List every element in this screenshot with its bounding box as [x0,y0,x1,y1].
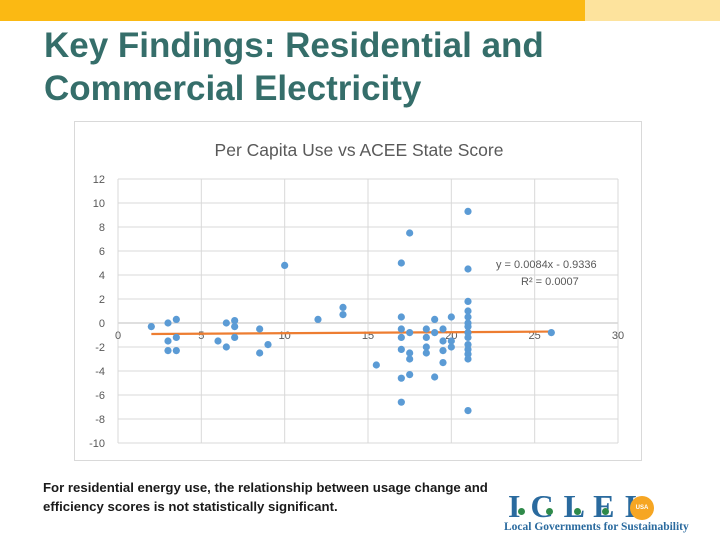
data-point [222,343,230,351]
iclei-logo: I C L E I USA Local Governments for Sust… [496,488,716,538]
data-point [422,333,430,341]
y-tick-label: -10 [89,438,105,450]
x-tick-label: 5 [198,330,204,342]
data-point [314,315,322,323]
data-point [422,343,430,351]
data-point [406,355,414,363]
data-point [447,343,455,351]
data-point [231,333,239,341]
y-tick-label: -4 [95,366,105,378]
data-point [397,259,405,267]
x-tick-label: 10 [279,330,291,342]
data-point [447,337,455,345]
data-point [439,337,447,345]
data-point [397,333,405,341]
slide-title: Key Findings: Residential and Commercial… [44,26,544,108]
data-point [372,361,380,369]
data-point [214,337,222,345]
data-point [222,319,230,327]
data-point [406,371,414,379]
data-point [547,329,555,337]
data-point [256,349,264,357]
data-point [147,323,155,331]
data-point [431,373,439,381]
logo-dot [546,508,553,515]
chart-svg: Per Capita Use vs ACEE State Score -10 -8… [89,140,624,450]
y-tick-label: 12 [93,174,105,186]
data-point [264,341,272,349]
data-point [464,323,472,331]
slide-caption: For residential energy use, the relation… [43,480,488,514]
data-point [406,229,414,237]
trendline-r-squared: R² = 0.0007 [521,276,579,288]
data-point [464,333,472,341]
logo-wordmark: I C L E I [508,488,638,524]
data-point [464,207,472,215]
data-point [464,297,472,305]
y-tick-label: 6 [99,246,105,258]
y-tick-label: 10 [93,198,105,210]
data-point [431,329,439,337]
data-point [172,315,180,323]
y-tick-label: -6 [95,390,105,402]
data-point [464,407,472,415]
trendline [151,330,552,336]
y-tick-label: 0 [99,318,105,330]
x-tick-label: 30 [612,330,624,342]
logo-tagline: Local Governments for Sustainability [504,521,689,533]
x-tick-label: 0 [115,330,121,342]
data-point [164,347,172,355]
data-point [464,307,472,315]
data-point [172,347,180,355]
data-point [231,317,239,325]
scatter-chart: Per Capita Use vs ACEE State Score -10 -8… [74,121,642,461]
logo-sun-badge: USA [630,496,654,520]
top-accent-bar-light [585,0,720,21]
data-point [406,349,414,357]
data-point [164,319,172,327]
data-point [397,398,405,406]
data-point [164,337,172,345]
y-tick-label: -8 [95,414,105,426]
data-point [281,261,289,269]
data-point [464,355,472,363]
data-point [339,303,347,311]
data-point [256,325,264,333]
data-point [439,347,447,355]
y-tick-label: 8 [99,222,105,234]
data-point [231,323,239,331]
logo-dot [602,508,609,515]
data-point [464,313,472,321]
top-accent-bar [0,0,585,21]
data-point [439,325,447,333]
data-point [172,333,180,341]
y-tick-label: 4 [99,270,105,282]
chart-title: Per Capita Use vs ACEE State Score [215,140,504,160]
data-point [464,265,472,273]
data-point [447,313,455,321]
data-point [431,315,439,323]
data-point [339,311,347,319]
trendline-equation: y = 0.0084x - 0.9336 [496,259,597,271]
y-tick-label: -2 [95,342,105,354]
data-point [397,374,405,382]
data-point [422,325,430,333]
y-tick-label: 2 [99,294,105,306]
logo-dot [574,508,581,515]
data-point [397,345,405,353]
data-point [406,329,414,337]
data-point [397,313,405,321]
data-point [422,349,430,357]
data-point [397,325,405,333]
logo-dot [518,508,525,515]
data-point [439,359,447,367]
x-tick-label: 25 [529,330,541,342]
